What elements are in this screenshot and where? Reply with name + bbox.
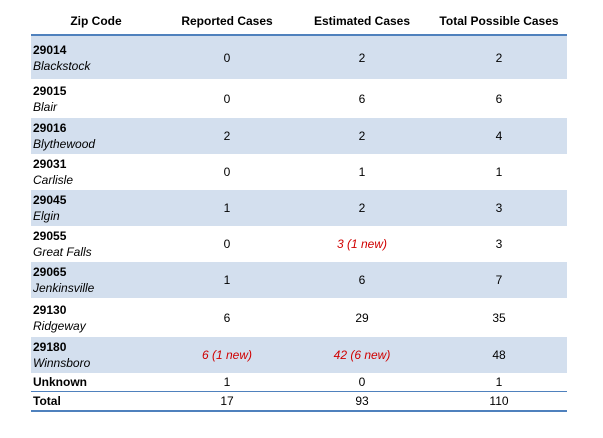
town-name: Blackstock <box>33 58 91 73</box>
reported-total: 17 <box>161 391 293 412</box>
total-cell: 4 <box>431 118 567 154</box>
zip-code: 29045 <box>33 193 67 207</box>
total-label: Total <box>31 391 161 412</box>
table-row-29180: 29180 Winnsboro 6 (1 new) 42 (6 new) 48 <box>31 337 567 373</box>
zip-code: 29016 <box>33 121 67 135</box>
table-row-total: Total 17 93 110 <box>31 391 567 412</box>
estimated-cell: 6 <box>293 262 431 298</box>
estimated-cell: 6 <box>358 91 366 106</box>
town-name: Jenkinsville <box>33 281 95 295</box>
unknown-label: Unknown <box>33 375 87 389</box>
table-row-29045: 29045 Elgin 1 2 3 <box>31 190 567 226</box>
total-cell: 35 <box>492 310 506 325</box>
total-cell: 3 <box>431 190 567 226</box>
zip-cell: 29180 Winnsboro <box>31 337 161 373</box>
zip-code: 29130 <box>33 302 67 317</box>
table-row-unknown: Unknown 1 0 1 <box>31 373 567 392</box>
header-reported-cases: Reported Cases <box>161 7 293 36</box>
total-cell: 48 <box>431 337 567 373</box>
estimated-cell: 29 <box>355 310 369 325</box>
estimated-cell-new: 3 (1 new) <box>336 237 388 251</box>
zip-cell: 29055 Great Falls <box>31 226 161 262</box>
reported-cell: 0 <box>223 165 231 179</box>
town-name: Winnsboro <box>33 356 91 370</box>
estimated-total: 93 <box>293 391 431 412</box>
header-zip-code: Zip Code <box>31 7 161 36</box>
table-row-29130: 29130 Ridgeway 6 29 35 <box>31 298 567 337</box>
header-row: Zip Code Reported Cases Estimated Cases … <box>31 7 567 36</box>
town-name: Carlisle <box>33 173 74 187</box>
zip-code: 29180 <box>33 340 67 354</box>
zip-cell: 29016 Blythewood <box>31 118 161 154</box>
reported-cell: 0 <box>223 237 231 251</box>
estimated-cell: 1 <box>358 165 366 179</box>
reported-cell: 1 <box>161 262 293 298</box>
header-estimated-cases: Estimated Cases <box>293 7 431 36</box>
total-cell: 7 <box>431 262 567 298</box>
total-cell: 1 <box>495 165 503 179</box>
reported-cell: 1 <box>223 375 231 389</box>
zip-code: 29065 <box>33 265 67 279</box>
zip-code: 29014 <box>33 42 67 57</box>
zip-cell: 29015 Blair <box>31 79 161 118</box>
town-name: Blair <box>33 99 58 114</box>
reported-cell: 2 <box>161 118 293 154</box>
town-name: Ridgeway <box>33 318 86 333</box>
reported-cell: 0 <box>161 35 293 79</box>
total-cell: 2 <box>431 35 567 79</box>
estimated-cell-new: 42 (6 new) <box>293 337 431 373</box>
zip-cell: 29065 Jenkinsville <box>31 262 161 298</box>
reported-cell-new: 6 (1 new) <box>161 337 293 373</box>
table-row-29031: 29031 Carlisle 0 1 1 <box>31 154 567 190</box>
zip-cell: 29130 Ridgeway <box>31 298 161 337</box>
estimated-cell: 2 <box>293 118 431 154</box>
reported-cell: 6 <box>223 310 231 325</box>
table-row-29065: 29065 Jenkinsville 1 6 7 <box>31 262 567 298</box>
table-row-29016: 29016 Blythewood 2 2 4 <box>31 118 567 154</box>
town-name: Blythewood <box>33 137 96 151</box>
total-cell: 6 <box>495 91 503 106</box>
table-row-29015: 29015 Blair 0 6 6 <box>31 79 567 118</box>
estimated-cell: 2 <box>293 190 431 226</box>
zip-cell: 29045 Elgin <box>31 190 161 226</box>
table-row-29014: 29014 Blackstock 0 2 2 <box>31 35 567 79</box>
header-total-possible-cases: Total Possible Cases <box>431 7 567 36</box>
cases-table: Zip Code Reported Cases Estimated Cases … <box>31 7 567 412</box>
zip-code: 29055 <box>33 229 67 243</box>
zip-cell: 29031 Carlisle <box>31 154 161 190</box>
total-cell: 1 <box>495 375 503 389</box>
estimated-cell: 2 <box>293 35 431 79</box>
reported-cell: 1 <box>161 190 293 226</box>
town-name: Elgin <box>33 209 60 223</box>
zip-code: 29015 <box>33 83 67 98</box>
total-cell: 3 <box>495 237 503 251</box>
estimated-cell: 0 <box>358 375 366 389</box>
table-row-29055: 29055 Great Falls 0 3 (1 new) 3 <box>31 226 567 262</box>
grand-total: 110 <box>431 391 567 412</box>
reported-cell: 0 <box>223 91 231 106</box>
town-name: Great Falls <box>33 245 92 259</box>
zip-code: 29031 <box>33 157 67 171</box>
zip-cell: 29014 Blackstock <box>31 35 161 79</box>
